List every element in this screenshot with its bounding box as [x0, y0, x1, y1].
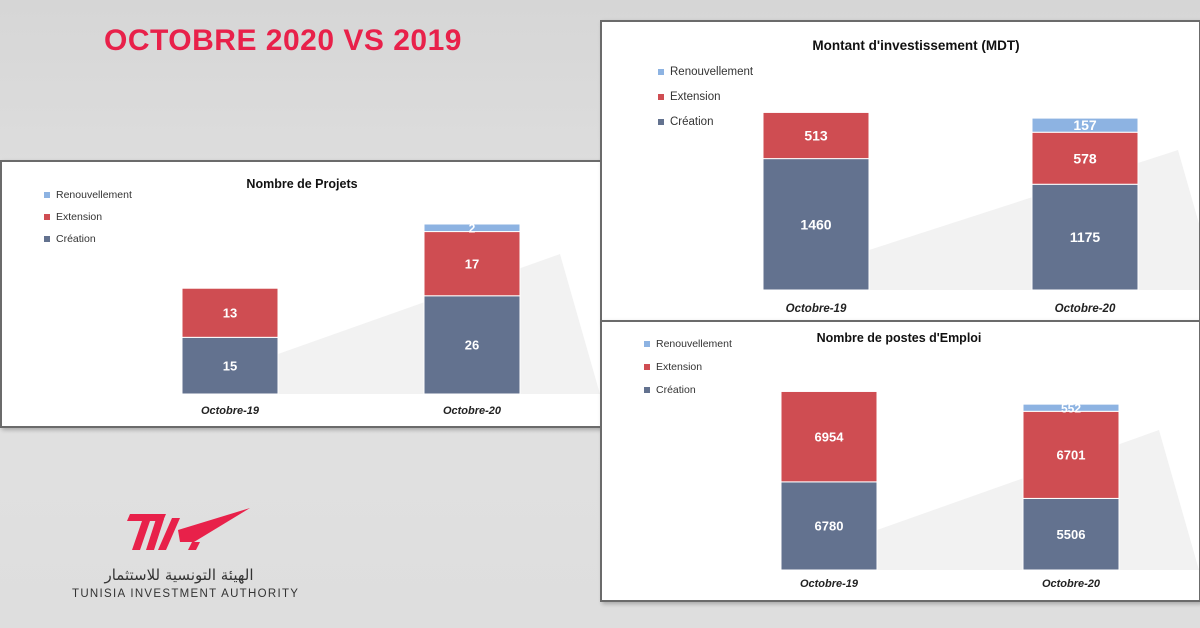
- emploi-legend-swatch-renouvellement: [644, 341, 650, 347]
- invest-category-label-0: Octobre-19: [786, 303, 847, 315]
- invest-legend-swatch-creation: [658, 119, 664, 125]
- emploi-category-label-1: Octobre-20: [1042, 578, 1101, 590]
- invest-bar-creation-1: [1031, 183, 1139, 291]
- projets-legend-creation: Création: [56, 233, 96, 245]
- projets-bar-extension-0: [181, 287, 279, 338]
- emploi-bar-extension-0: [780, 390, 878, 483]
- invest-label-creation-0: 1460: [800, 216, 831, 232]
- chart-postes-emploi-svg: Nombre de postes d'Emploi Renouvellement E…: [644, 331, 1199, 590]
- invest-bar-extension-1: [1031, 131, 1139, 185]
- emploi-legend-swatch-extension: [644, 364, 650, 370]
- chart-nombre-projets-svg: Nombre de Projets Renouvellement Extension…: [44, 177, 600, 417]
- invest-bar-creation-0: [762, 158, 870, 291]
- projets-legend-extension: Extension: [56, 211, 102, 223]
- projets-legend-swatch-renouvellement: [44, 192, 50, 198]
- invest-legend-extension: Extension: [670, 91, 721, 103]
- chart-montant-investissement-svg: Montant d'investissement (MDT) Renouvelle…: [658, 38, 1199, 315]
- emploi-legend-extension: Extension: [656, 361, 702, 373]
- emploi-label-extension-1: 6701: [1057, 448, 1086, 463]
- invest-label-creation-1: 1175: [1070, 229, 1101, 245]
- invest-legend-renouvellement: Renouvellement: [670, 66, 754, 78]
- projets-category-label-1: Octobre-20: [443, 405, 502, 417]
- invest-legend-creation: Création: [670, 116, 713, 128]
- logo-english-text: TUNISIA INVESTMENT AUTHORITY: [72, 588, 300, 600]
- invest-label-extension-0: 513: [804, 128, 828, 144]
- emploi-bar-creation-1: [1022, 497, 1120, 571]
- projets-legend-renouvellement: Renouvellement: [56, 189, 132, 201]
- projets-label-extension-0: 13: [223, 305, 237, 320]
- emploi-bar-renouvellement-1: [1022, 403, 1120, 412]
- invest-chart-title: Montant d'investissement (MDT): [812, 38, 1019, 53]
- invest-label-renouvellement-1: 157: [1073, 117, 1097, 133]
- projets-label-renouvellement-1: 2: [469, 221, 476, 235]
- page-title: OCTOBRE 2020 VS 2019: [104, 24, 462, 57]
- emploi-legend-swatch-creation: [644, 387, 650, 393]
- emploi-chart-title: Nombre de postes d'Emploi: [817, 331, 982, 345]
- projets-chart-title: Nombre de Projets: [246, 177, 357, 191]
- projets-category-label-0: Octobre-19: [201, 405, 260, 417]
- invest-label-extension-1: 578: [1073, 150, 1097, 166]
- projets-label-creation-0: 15: [223, 358, 237, 373]
- invest-bar-extension-0: [762, 111, 870, 160]
- emploi-label-creation-1: 5506: [1057, 527, 1086, 542]
- tia-logo: [127, 508, 250, 550]
- invest-legend-swatch-renouvellement: [658, 69, 664, 75]
- logo-arabic-text: الهيئة التونسية للاستثمار: [104, 566, 254, 584]
- emploi-category-label-0: Octobre-19: [800, 578, 859, 590]
- emploi-legend-renouvellement: Renouvellement: [656, 338, 732, 350]
- emploi-label-renouvellement-1: 552: [1061, 401, 1081, 415]
- chart-nombre-projets: Nombre de Projets Renouvellement Extension…: [0, 160, 602, 428]
- emploi-legend-creation: Création: [656, 384, 696, 396]
- invest-category-label-1: Octobre-20: [1055, 303, 1116, 315]
- chart-postes-emploi: Nombre de postes d'Emploi Renouvellement E…: [600, 320, 1200, 602]
- projets-bar-extension-1: [423, 231, 521, 297]
- projets-label-extension-1: 17: [465, 256, 479, 271]
- emploi-bar-creation-0: [780, 481, 878, 571]
- emploi-label-extension-0: 6954: [815, 429, 845, 444]
- emploi-label-creation-0: 6780: [815, 519, 844, 534]
- projets-legend-swatch-creation: [44, 236, 50, 242]
- projets-legend-swatch-extension: [44, 214, 50, 220]
- tia-logo-mark: [127, 508, 250, 550]
- chart-montant-investissement: Montant d'investissement (MDT) Renouvelle…: [600, 20, 1200, 322]
- invest-legend-swatch-extension: [658, 94, 664, 100]
- invest-bar-renouvellement-1: [1031, 117, 1139, 133]
- projets-label-creation-1: 26: [465, 338, 479, 353]
- projets-bar-renouvellement-1: [423, 223, 521, 233]
